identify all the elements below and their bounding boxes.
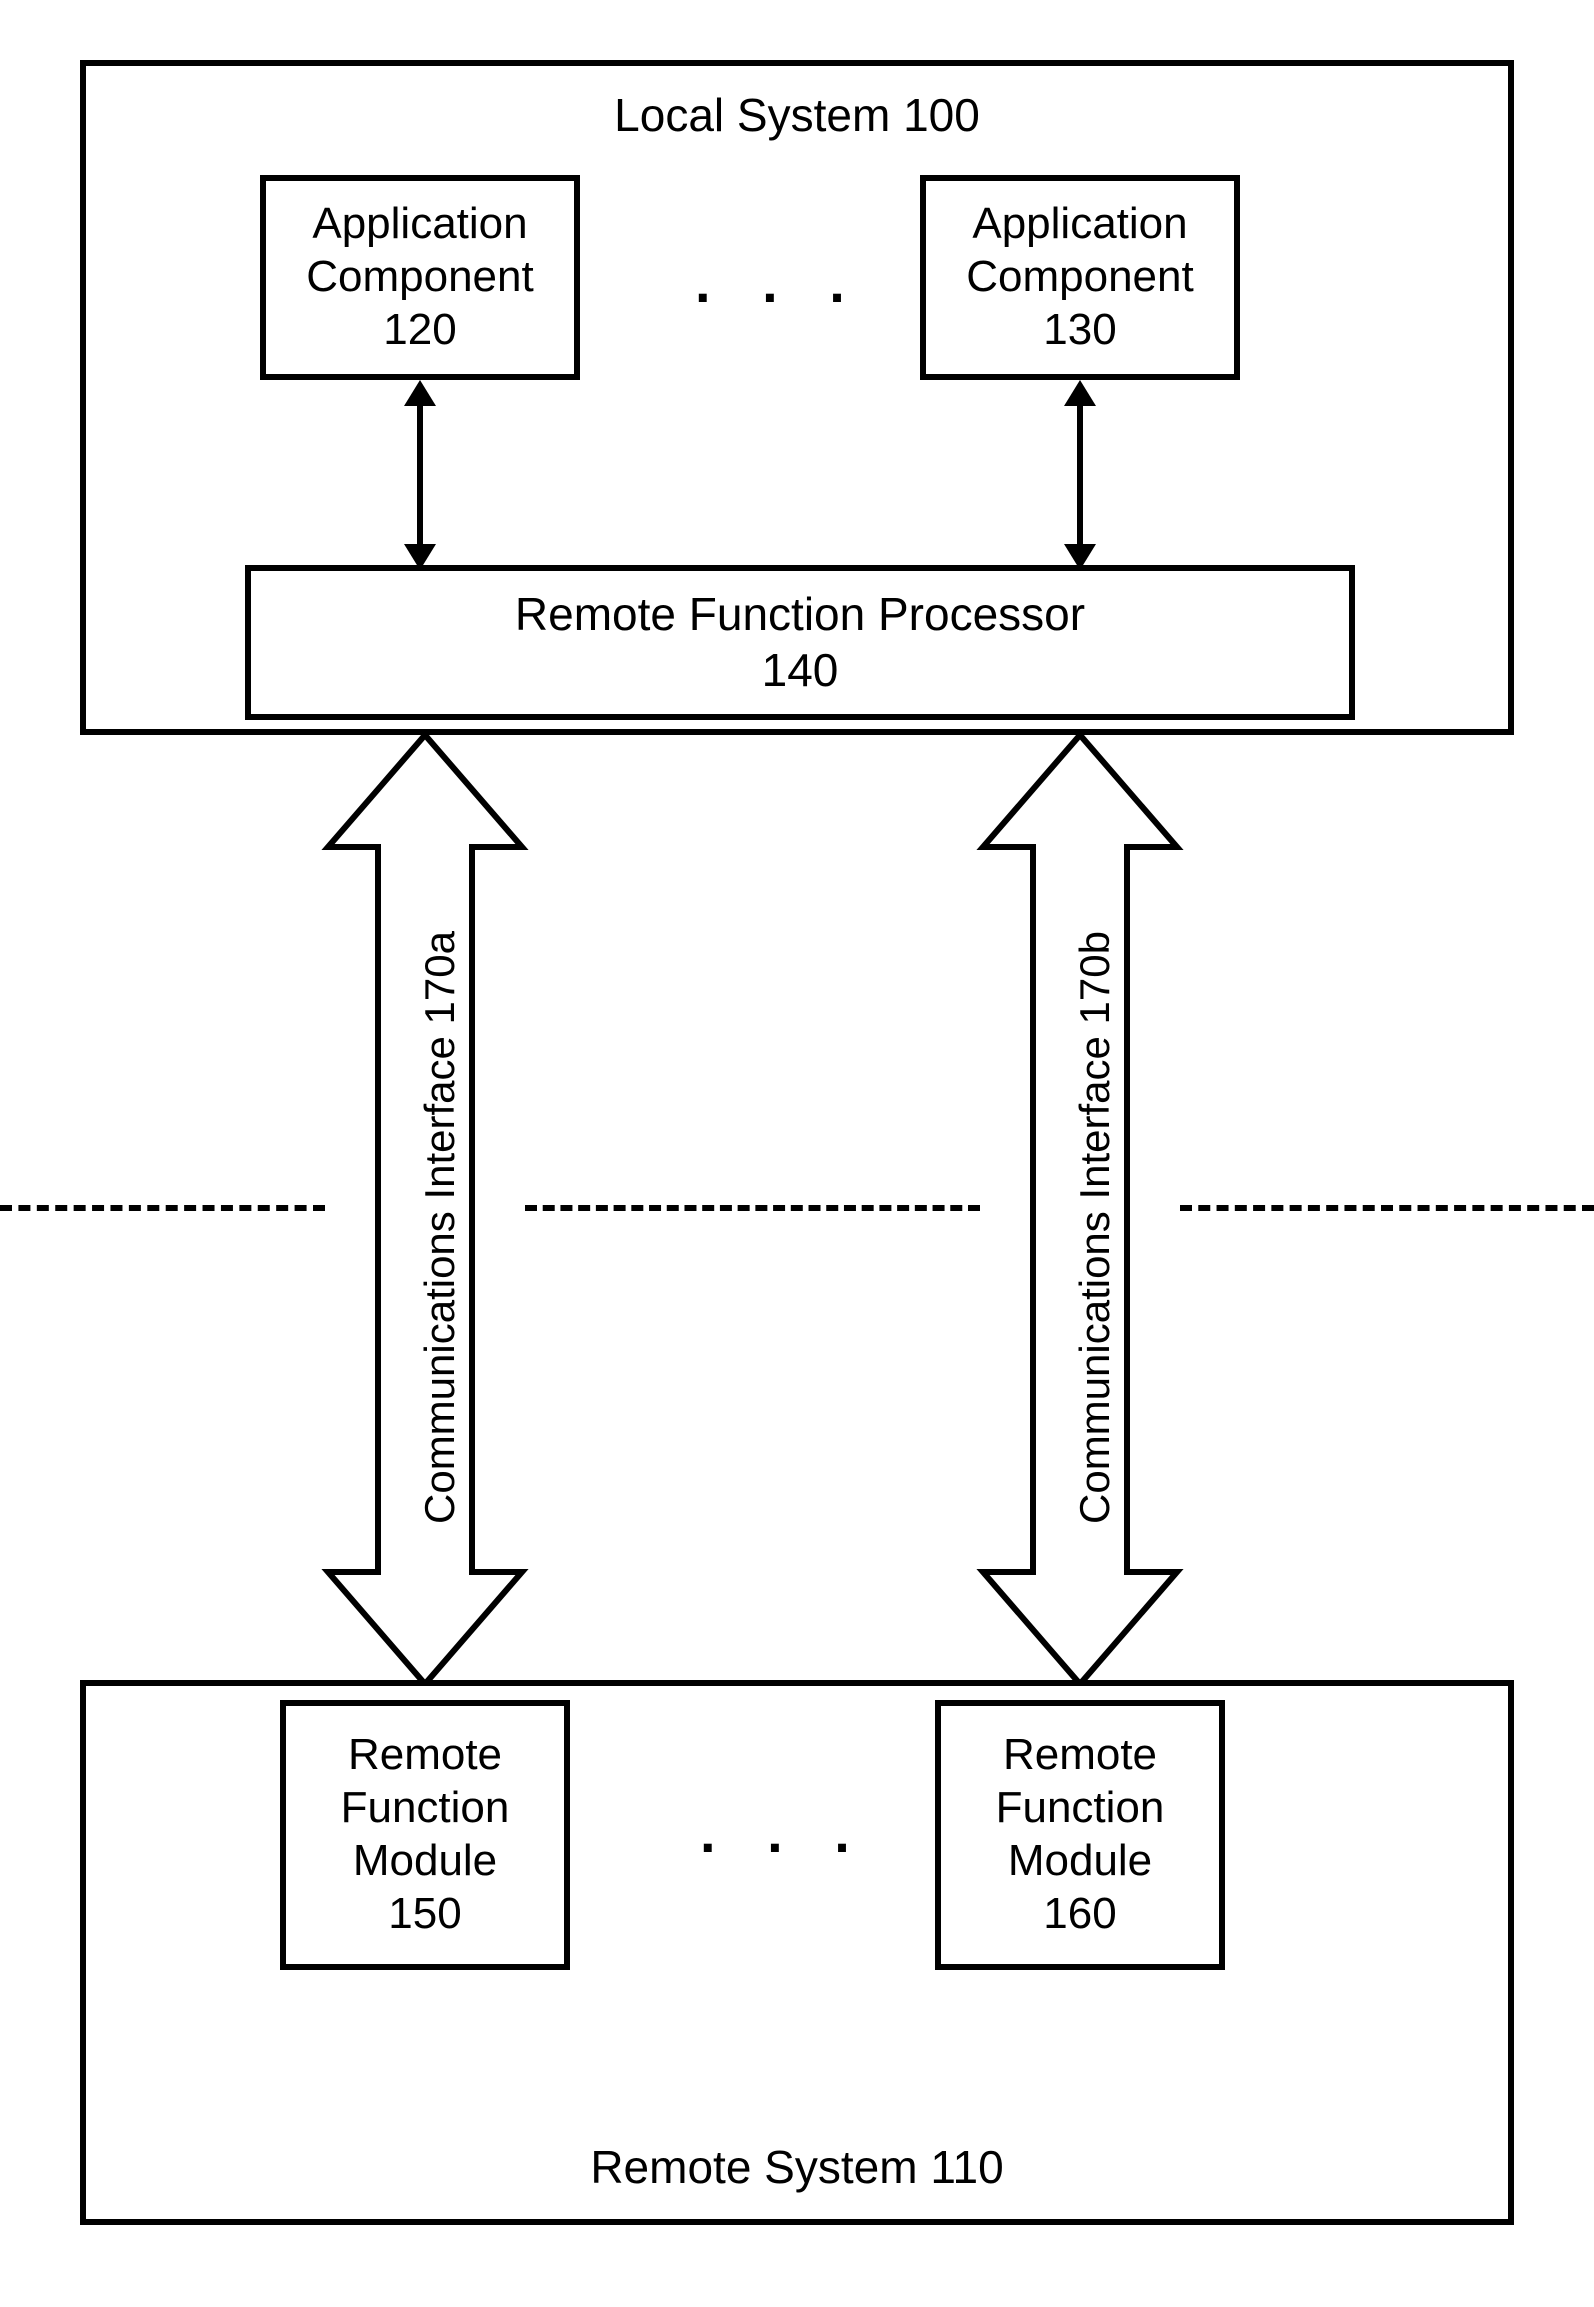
app-component-120: Application Component 120 (260, 175, 580, 380)
remote-function-module-150: Remote Function Module 150 (280, 1700, 570, 1970)
rfm-160-line3: Module (1008, 1835, 1152, 1888)
app-130-line2: Component (966, 251, 1193, 304)
dashed-divider-mid (525, 1205, 980, 1211)
local-system-label: Local System 100 (86, 88, 1508, 142)
rfm-160-line1: Remote (1003, 1729, 1157, 1782)
comm-interface-170a-label: Communications Interface 170a (416, 904, 464, 1524)
rfm-150-line2: Function (341, 1782, 510, 1835)
rfm-150-line4: 150 (388, 1888, 461, 1941)
rfp-140-line1: Remote Function Processor (515, 587, 1085, 642)
remote-function-module-160: Remote Function Module 160 (935, 1700, 1225, 1970)
ellipsis-bottom: . . . (700, 1800, 868, 1865)
rfm-150-line3: Module (353, 1835, 497, 1888)
diagram-root: Local System 100 Application Component 1… (80, 60, 1514, 2247)
rfp-140-line2: 140 (762, 643, 839, 698)
app-130-line1: Application (972, 198, 1187, 251)
rfm-160-line2: Function (996, 1782, 1165, 1835)
rfm-160-line4: 160 (1043, 1888, 1116, 1941)
ellipsis-top: . . . (695, 250, 863, 315)
app-130-line3: 130 (1043, 304, 1116, 357)
small-arrow-right (1058, 380, 1102, 570)
remote-function-processor-140: Remote Function Processor 140 (245, 565, 1355, 720)
rfm-150-line1: Remote (348, 1729, 502, 1782)
app-component-130: Application Component 130 (920, 175, 1240, 380)
app-120-line2: Component (306, 251, 533, 304)
app-120-line3: 120 (383, 304, 456, 357)
app-120-line1: Application (312, 198, 527, 251)
comm-interface-170b-label: Communications Interface 170b (1071, 904, 1119, 1524)
remote-system-label: Remote System 110 (86, 2140, 1508, 2194)
dashed-divider-left (0, 1205, 325, 1211)
dashed-divider-right (1180, 1205, 1594, 1211)
small-arrow-left (398, 380, 442, 570)
